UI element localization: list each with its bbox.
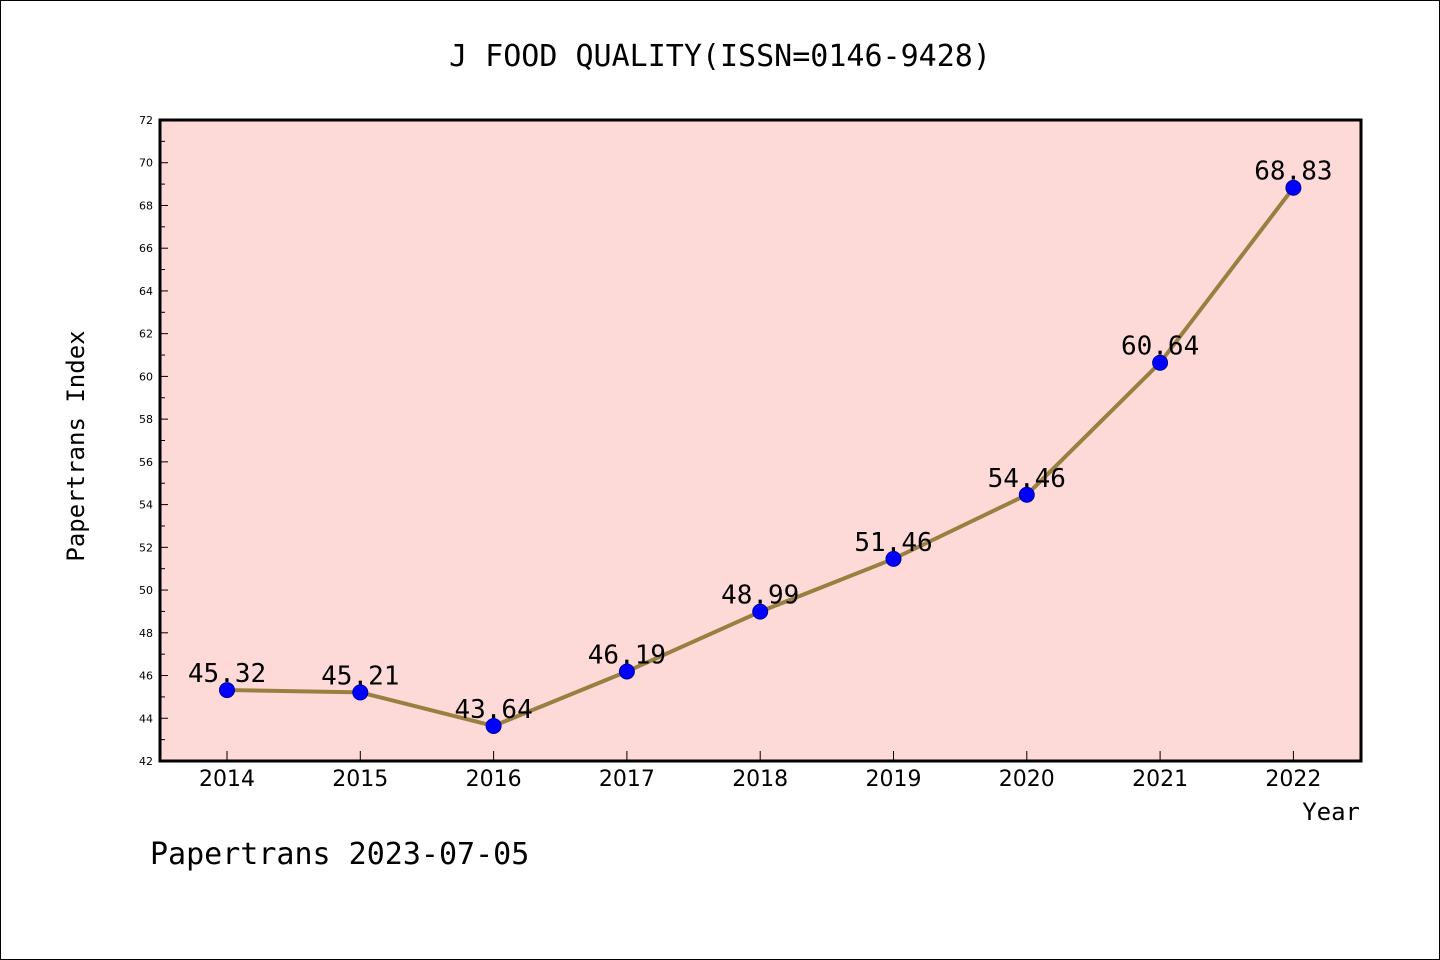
x-axis: 2014 2015 2016 2017 2018 2019 2020 2021 2022 [199, 751, 1321, 792]
data-point [219, 682, 235, 699]
x-tick-label: 2014 [199, 767, 255, 792]
data-label: 68.83 [1254, 157, 1332, 187]
data-point [752, 603, 769, 620]
y-tick-label: 46 [139, 670, 153, 683]
y-tick-label: 50 [139, 584, 153, 597]
data-label: 45.21 [321, 661, 399, 691]
x-tick-label: 2015 [332, 767, 388, 792]
data-label: 46.19 [588, 640, 666, 670]
y-tick-label: 48 [139, 627, 153, 640]
y-tick-label: 52 [139, 541, 153, 554]
y-tick-label: 54 [139, 499, 153, 512]
chart-title: J FOOD QUALITY(ISSN=0146-9428) [449, 39, 991, 74]
y-tick-label: 44 [139, 712, 153, 725]
data-label: 54.46 [988, 464, 1066, 494]
plot-area [158, 118, 1363, 763]
data-label: 48.99 [721, 581, 799, 611]
y-tick-label: 60 [139, 370, 153, 383]
data-point [885, 550, 902, 567]
footer-stamp: Papertrans 2023-07-05 [150, 837, 529, 872]
data-label: 60.64 [1121, 332, 1199, 362]
data-series: 45.32 45.21 43.64 46.19 48.99 51.46 54.46 60.64… [188, 157, 1333, 734]
data-point [1018, 486, 1035, 503]
y-tick-label: 68 [139, 199, 153, 212]
y-tick-label: 64 [139, 285, 153, 298]
x-axis-label: Year [1302, 798, 1360, 826]
y-tick-label: 66 [139, 242, 153, 255]
data-point [485, 717, 502, 734]
y-tick-label: 62 [139, 328, 153, 341]
y-tick-label: 72 [139, 114, 153, 127]
x-tick-label: 2021 [1132, 767, 1188, 792]
y-tick-label: 70 [139, 157, 153, 170]
x-tick-label: 2022 [1265, 767, 1321, 792]
data-label: 45.32 [188, 659, 266, 689]
x-tick-label: 2020 [999, 767, 1055, 792]
x-tick-label: 2019 [866, 767, 922, 792]
data-label: 51.46 [854, 528, 932, 558]
data-label: 43.64 [454, 695, 532, 725]
y-tick-label: 42 [139, 755, 153, 768]
x-tick-label: 2017 [599, 767, 655, 792]
x-tick-label: 2016 [466, 767, 522, 792]
y-axis: 42 44 46 48 50 52 54 56 58 60 62 64 66 68 70 72 [139, 114, 168, 768]
y-tick-label: 56 [139, 456, 153, 469]
data-point [618, 663, 635, 680]
data-point [1285, 179, 1302, 196]
data-point [352, 684, 369, 701]
data-point [1152, 354, 1169, 371]
y-tick-label: 58 [139, 413, 153, 426]
x-tick-label: 2018 [732, 767, 788, 792]
y-axis-label: Papertrans Index [62, 330, 90, 561]
